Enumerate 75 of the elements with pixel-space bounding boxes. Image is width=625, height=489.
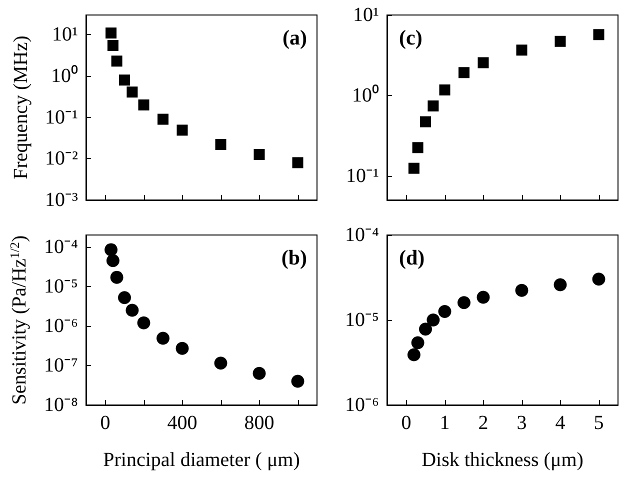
y-tick-label: 10⁻⁵ [44,275,78,298]
y-tick-label: 10⁰ [51,64,78,88]
point [119,74,130,86]
point [438,304,452,318]
y-axis-title: Sensitivity (Pa/Hz1/2) [7,235,30,405]
point [118,291,131,304]
point [126,86,138,98]
point [107,40,118,51]
point [407,348,420,362]
y-tick-label: 10¹ [52,24,78,46]
y-tick-label: 10⁻⁵ [345,309,379,331]
y-tick-label: 10⁻³ [45,189,78,211]
x-tick-label: 400 [167,412,198,434]
point [478,57,489,68]
x-tick-label: 3 [516,412,527,434]
point [592,272,606,286]
point [428,100,439,112]
y-tick-label: 10⁻² [45,148,78,170]
point [408,162,420,174]
point [412,142,424,154]
point [254,149,265,160]
annotation: (c) [399,26,422,50]
point [554,278,567,292]
point [439,84,450,96]
point [554,36,566,47]
point [411,336,424,350]
point [156,332,170,345]
x-tick-label: 5 [594,412,604,434]
x-axis-title: Disk thickness (μm) [422,449,584,471]
point [458,296,470,310]
y-tick-label: 10⁻⁶ [345,394,380,416]
x-tick-label: 2 [478,412,488,434]
annotation: (b) [281,246,308,270]
y-tick-label: 10⁻¹ [346,164,379,187]
y-tick-label: 10⁻¹ [45,106,78,128]
point [110,270,124,284]
point [106,254,120,268]
y-tick-label: 10⁻⁴ [44,236,78,258]
point [291,374,304,388]
annotation: (a) [282,26,308,50]
point [420,116,431,128]
x-tick-label: 0 [100,412,110,434]
y-tick-label: 10⁻⁶ [44,314,78,337]
annotation: (d) [399,246,425,270]
x-axis-title: Principal diameter ( μm) [103,449,300,471]
point [516,44,528,56]
point [104,243,118,256]
point [252,366,266,380]
point [292,157,304,168]
y-tick-label: 10⁻⁸ [44,394,78,416]
point [458,67,470,78]
point [593,29,604,40]
y-tick-label: 10⁻⁷ [44,354,78,376]
y-tick-label: 10¹ [353,4,379,26]
point [426,314,440,326]
point [111,56,122,67]
x-tick-label: 4 [555,412,566,434]
x-tick-label: 0 [401,412,412,434]
point [176,124,188,136]
point [106,28,117,39]
point [158,114,168,125]
y-tick-label: 10⁻⁴ [345,224,380,246]
point [419,322,432,336]
point [214,356,228,370]
point [126,304,139,317]
y-axis-title: Frequency (MHz) [10,36,32,180]
point [176,342,189,355]
y-tick-label: 10⁰ [352,83,379,106]
point [476,290,490,304]
x-tick-label: 1 [440,412,450,434]
point [138,99,150,110]
point [215,139,226,150]
point [515,284,528,297]
point [137,316,150,330]
x-tick-label: 800 [244,412,274,434]
